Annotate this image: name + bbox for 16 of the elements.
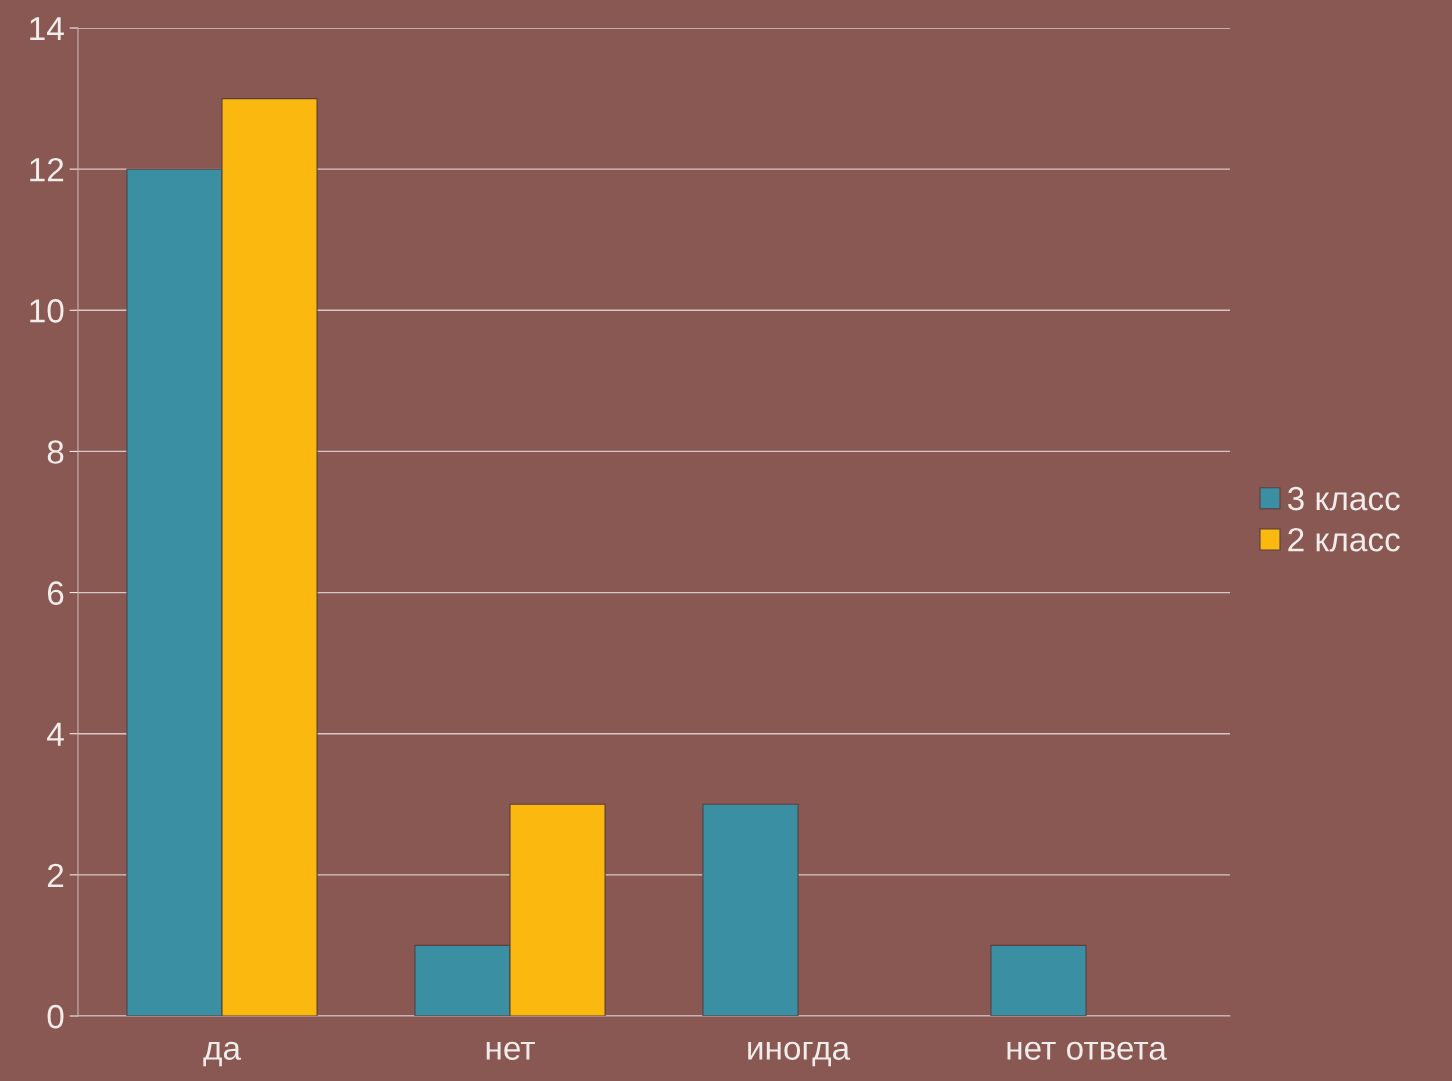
legend-label: 3 класс <box>1287 486 1400 511</box>
y-tick-label: 6 <box>47 581 64 605</box>
x-tick-label: нет ответа <box>1007 1041 1167 1060</box>
x-tick-label: нет <box>486 1041 535 1060</box>
y-tick-label: 10 <box>30 299 64 323</box>
x-tick-label: да <box>203 1041 241 1067</box>
bar <box>990 944 1087 1016</box>
bar <box>702 803 799 1016</box>
y-tick-label: 12 <box>30 157 64 182</box>
y-tick-label: 2 <box>47 863 64 887</box>
y-tick-label: 0 <box>47 1004 64 1029</box>
legend-label: 2 класс <box>1288 527 1400 552</box>
x-tick-label: иногда <box>748 1041 851 1067</box>
y-tick-label: 4 <box>47 722 64 746</box>
y-tick-label: 8 <box>47 440 64 464</box>
y-tick-label: 14 <box>30 17 64 41</box>
